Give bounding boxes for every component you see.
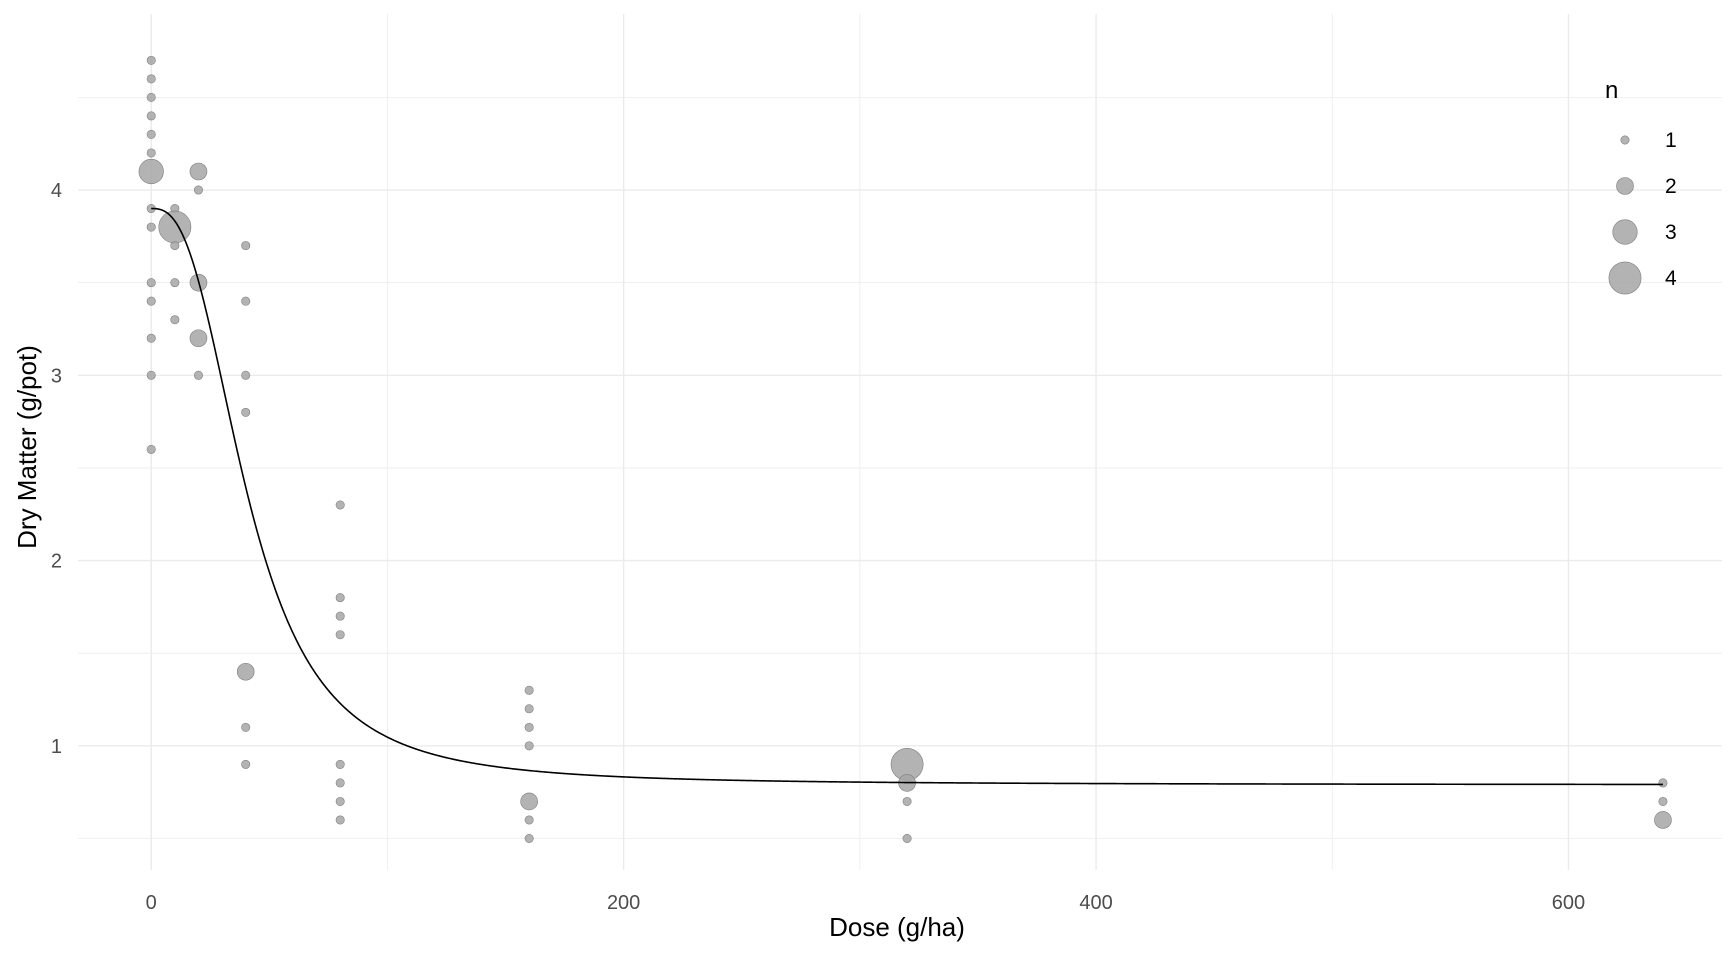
data-point <box>146 129 156 139</box>
data-point <box>146 111 156 121</box>
tick-labels: 0 200 400 600 1 2 3 4 <box>51 180 1585 914</box>
x-axis-title: Dose (g/ha) <box>829 912 965 942</box>
data-point <box>335 796 345 806</box>
y-tick-label: 2 <box>51 551 62 573</box>
data-point <box>902 796 912 806</box>
data-point <box>335 630 345 640</box>
data-point <box>524 685 534 695</box>
data-point <box>524 834 534 844</box>
y-tick-label: 3 <box>51 365 62 387</box>
data-point <box>146 55 156 65</box>
data-point <box>146 296 156 306</box>
data-point <box>520 792 538 811</box>
data-point <box>335 815 345 825</box>
data-point <box>241 370 251 380</box>
legend-label: 4 <box>1665 267 1677 290</box>
fit-curve <box>151 207 1663 786</box>
data-point <box>1658 778 1668 788</box>
y-axis-title: Dry Matter (g/pot) <box>12 345 42 549</box>
data-point <box>146 444 156 454</box>
legend-key <box>1620 135 1630 145</box>
data-point <box>524 722 534 732</box>
data-point <box>902 834 912 844</box>
data-point <box>1654 811 1672 829</box>
data-point <box>241 241 251 251</box>
data-point <box>146 278 156 288</box>
data-point <box>335 500 345 510</box>
data-point <box>146 370 156 380</box>
data-point <box>335 593 345 603</box>
data-point <box>335 778 345 788</box>
legend-label: 3 <box>1665 221 1677 244</box>
data-points <box>138 55 1672 844</box>
data-point <box>158 210 192 244</box>
data-point <box>146 333 156 343</box>
data-point <box>193 185 203 195</box>
legend-label: 1 <box>1665 129 1677 152</box>
data-point <box>189 329 208 348</box>
x-tick-label: 400 <box>1079 892 1112 914</box>
data-point <box>146 148 156 158</box>
legend-key <box>1608 261 1642 295</box>
data-point <box>241 296 251 306</box>
data-point <box>335 611 345 621</box>
y-tick-label: 1 <box>51 736 62 758</box>
data-point <box>170 315 180 325</box>
data-point <box>241 407 251 417</box>
data-point <box>146 222 156 232</box>
legend: n 1 2 3 4 <box>1605 77 1677 295</box>
data-point <box>146 74 156 84</box>
data-point <box>138 158 164 185</box>
x-tick-label: 600 <box>1552 892 1585 914</box>
legend-title: n <box>1605 77 1618 104</box>
x-tick-label: 0 <box>146 892 157 914</box>
y-tick-label: 4 <box>51 180 62 202</box>
data-point <box>241 759 251 769</box>
data-point <box>524 815 534 825</box>
data-point <box>189 162 208 181</box>
data-point <box>524 741 534 751</box>
data-point <box>524 704 534 714</box>
legend-label: 2 <box>1665 175 1677 198</box>
data-point <box>193 370 203 380</box>
data-point <box>1658 796 1668 806</box>
x-tick-label: 200 <box>607 892 640 914</box>
data-point <box>146 92 156 102</box>
grid <box>78 14 1722 870</box>
data-point <box>335 759 345 769</box>
legend-key <box>1612 219 1638 245</box>
data-point <box>236 662 255 681</box>
data-point <box>170 241 180 251</box>
legend-key <box>1616 177 1634 195</box>
data-point <box>170 278 180 288</box>
data-point <box>241 722 251 732</box>
